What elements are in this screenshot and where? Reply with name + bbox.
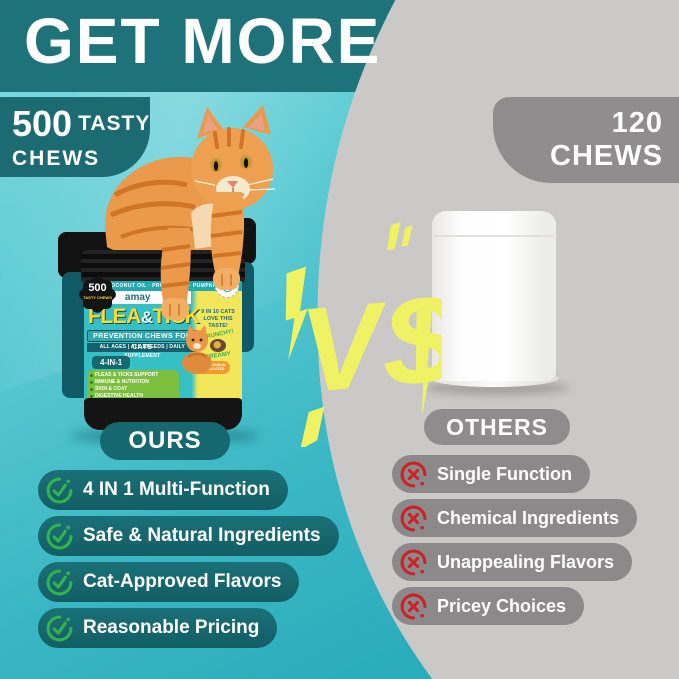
label-taste-claim: 9 IN 10 CATS LOVE THIS TASTE! xyxy=(201,309,235,330)
versus-graphic: VS xyxy=(285,222,442,447)
ours-benefit-label: Cat-Approved Flavors xyxy=(83,571,282,592)
check-circle-icon xyxy=(46,615,73,641)
others-count-badge: 120 CHEWS xyxy=(493,97,679,183)
label-subtitle2: ALL AGES | ALL BREEDS | DAILY SUPPLEMENT xyxy=(87,343,198,359)
label-feature: FLEAS & TICKS SUPPORT xyxy=(90,372,176,379)
others-drawback-label: Unappealing Flavors xyxy=(437,551,615,572)
check-circle-icon xyxy=(46,569,73,595)
ours-benefit-row: Reasonable Pricing xyxy=(38,608,278,648)
starburst-text: TASTY CHEWS xyxy=(83,295,112,300)
x-circle-icon xyxy=(400,505,427,531)
ours-count-badge: 500 TASTY CHEWS xyxy=(0,97,150,177)
cat-front-leg-right xyxy=(210,192,245,290)
back-jar-body-right xyxy=(242,262,254,352)
ours-tag: OURS xyxy=(100,422,230,460)
others-drawback-row: Unappealing Flavors xyxy=(392,543,633,581)
label-title-amp: & xyxy=(140,308,153,327)
others-tag: OTHERS xyxy=(424,409,570,445)
ours-benefit-row: 4 IN 1 Multi-Function xyxy=(38,470,288,510)
others-count-value: 120 xyxy=(611,107,663,139)
label-4in1-chip: 4-IN-1 xyxy=(92,356,131,369)
back-jar-body-left xyxy=(62,272,84,398)
label-right-panel: 9 IN 10 CATS LOVE THIS TASTE! CRUNCHY! C… xyxy=(196,309,240,361)
starburst-count: 500 xyxy=(88,282,107,294)
ours-benefit-label: Safe & Natural Ingredients xyxy=(83,525,321,546)
check-circle-icon xyxy=(46,477,73,503)
page-title: GET MORE xyxy=(24,5,382,77)
others-drawback-row: Single Function xyxy=(392,455,590,493)
chew-image xyxy=(210,339,226,353)
versus-text: VS xyxy=(296,271,442,418)
count-starburst: 500 TASTY CHEWS xyxy=(76,273,119,316)
x-circle-icon xyxy=(400,461,427,487)
label-cat-illustration xyxy=(182,325,212,374)
others-drawback-label: Single Function xyxy=(437,463,572,484)
label-feature-box: FLEAS & TICKS SUPPORT IMMUNE & NUTRITION… xyxy=(87,370,179,399)
others-drawback-label: Chemical Ingredients xyxy=(437,507,620,528)
generic-jar xyxy=(424,211,570,395)
ours-count-value: 500 xyxy=(12,103,73,144)
x-circle-icon xyxy=(400,549,427,575)
label-feature: IMMUNE & NUTRITION xyxy=(90,379,176,386)
ours-benefit-row: Cat-Approved Flavors xyxy=(38,562,300,602)
label-feature: SKIN & COAT xyxy=(90,386,176,393)
generic-jar-body xyxy=(432,211,556,381)
ours-benefit-row: Safe & Natural Ingredients xyxy=(38,516,339,556)
others-drawback-row: Chemical Ingredients xyxy=(392,499,638,537)
ours-benefit-label: 4 IN 1 Multi-Function xyxy=(83,479,270,500)
cat-front-leg xyxy=(160,228,191,320)
x-circle-icon xyxy=(400,593,427,619)
ours-count-word: TASTY xyxy=(78,112,151,135)
others-drawback-row: Pricey Choices xyxy=(392,587,585,625)
others-drawback-label: Pricey Choices xyxy=(437,595,567,616)
check-circle-icon xyxy=(46,523,73,549)
label-feature: DIGESTIVE HEALTH xyxy=(90,393,176,399)
ours-benefit-label: Reasonable Pricing xyxy=(83,617,260,638)
others-count-word: CHEWS xyxy=(550,140,663,173)
generic-jar-lid-seam xyxy=(434,235,554,237)
ours-count-word2: CHEWS xyxy=(12,147,101,170)
